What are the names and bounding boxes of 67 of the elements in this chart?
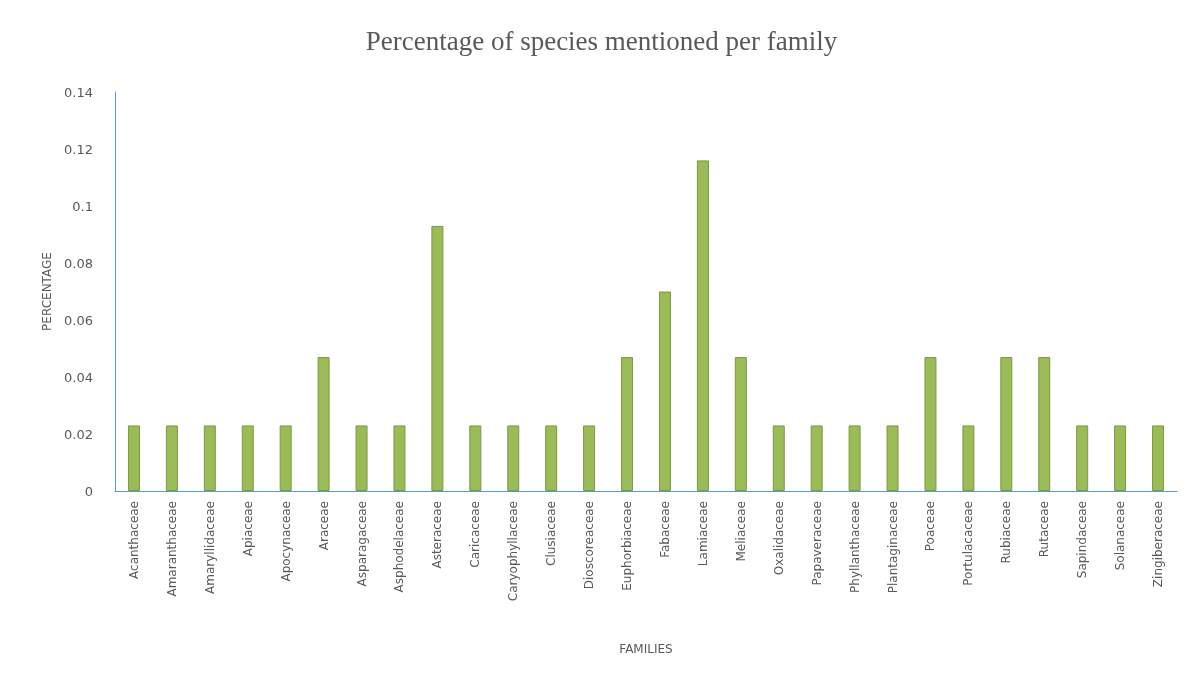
x-tick-label: Euphorbiaceae [620, 501, 635, 591]
x-tick-label: Amaryllidaceae [202, 501, 217, 594]
x-tick-label: Plantaginaceae [885, 501, 900, 594]
x-tick-label: Dioscoreaceae [582, 501, 597, 590]
x-tick-label: Caricaceae [468, 501, 483, 568]
bar [317, 357, 330, 491]
x-tick-label: Zingiberaceae [1151, 501, 1166, 588]
bar [962, 425, 975, 491]
x-tick-label: Phyllanthaceae [847, 501, 862, 593]
bar [165, 425, 178, 491]
bar [848, 425, 861, 491]
bar [810, 425, 823, 491]
y-tick-label: 0.08 [64, 255, 93, 271]
x-tick-label: Asphodelaceae [392, 501, 407, 593]
y-tick-label: 0.04 [64, 369, 93, 385]
x-tick-label: Poaceae [923, 501, 938, 552]
bar [886, 425, 899, 491]
y-tick-label: 0 [84, 483, 93, 499]
bar [507, 425, 520, 491]
x-tick-label: Apiaceae [240, 501, 255, 557]
x-tick-label: Asparagaceae [354, 501, 369, 587]
x-tick-label: Lamiaceae [695, 501, 710, 567]
bar [772, 425, 785, 491]
x-tick-label: Papaveraceae [809, 501, 824, 586]
x-tick-label: Fabaceae [657, 501, 672, 558]
x-tick-label: Amaranthaceae [164, 501, 179, 597]
x-tick-label: Sapindaceae [1075, 501, 1090, 579]
bar [621, 357, 634, 491]
bar [203, 425, 216, 491]
y-tick-label: 0.1 [72, 198, 93, 214]
x-tick-label: Oxalidaceae [771, 501, 786, 576]
bar [355, 425, 368, 491]
x-tick-label: Rubiaceae [999, 501, 1014, 564]
bar [545, 425, 558, 491]
bar [696, 160, 709, 491]
y-axis-title: PERCENTAGE [40, 252, 54, 331]
bar [469, 425, 482, 491]
bar [279, 425, 292, 491]
bar [734, 357, 747, 491]
y-tick-label: 0.06 [64, 312, 93, 328]
bar [127, 425, 140, 491]
y-tick-label: 0.14 [64, 84, 93, 100]
bar [1114, 425, 1127, 491]
x-tick-label: Asteraceae [430, 501, 445, 569]
chart-title: Percentage of species mentioned per family [365, 25, 838, 56]
x-tick-label: Caryophyllaceae [506, 501, 521, 602]
x-tick-label: Rutaceae [1037, 501, 1052, 558]
y-tick-label: 0.12 [64, 141, 93, 157]
bar [1038, 357, 1051, 491]
x-tick-label: Araceae [316, 501, 331, 551]
x-tick-label: Apocynaceae [278, 501, 293, 582]
bar [1000, 357, 1013, 491]
x-axis-title: FAMILIES [619, 642, 673, 656]
bar [658, 291, 671, 491]
bar [583, 425, 596, 491]
x-tick-label: Portulacaceae [961, 501, 976, 586]
bar [1076, 425, 1089, 491]
x-tick-label: Solanaceae [1113, 501, 1128, 571]
bar [1152, 425, 1165, 491]
bar [924, 357, 937, 491]
bar [241, 425, 254, 491]
x-tick-label: Acanthaceae [126, 501, 141, 579]
x-tick-label: Meliaceae [733, 501, 748, 562]
bar [431, 225, 444, 491]
bar [393, 425, 406, 491]
y-tick-label: 0.02 [64, 426, 93, 442]
x-tick-label: Clusiaceae [544, 501, 559, 566]
